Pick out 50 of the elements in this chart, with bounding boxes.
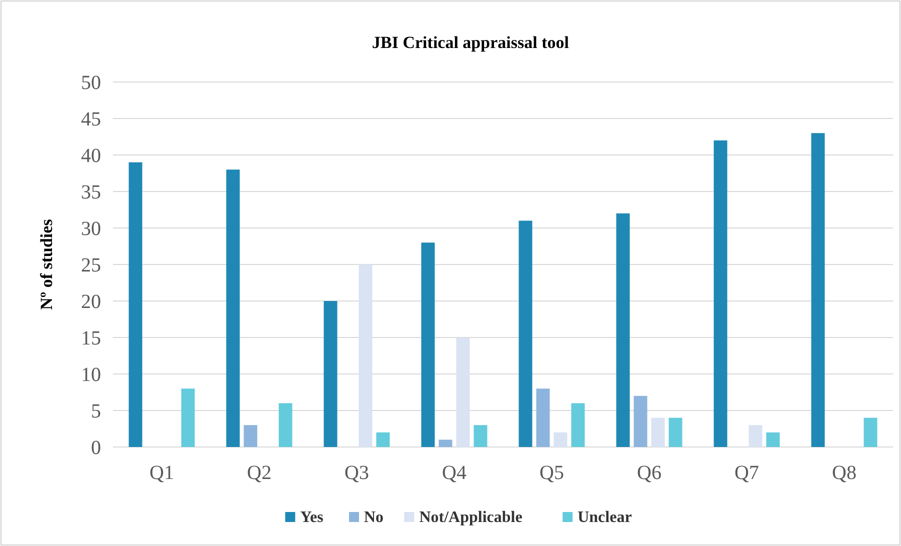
bar xyxy=(554,432,568,447)
bar xyxy=(668,418,682,447)
bar xyxy=(421,242,435,447)
legend-label: No xyxy=(364,509,384,526)
bar xyxy=(376,432,390,447)
bar xyxy=(616,213,630,447)
bar xyxy=(358,264,372,447)
bar xyxy=(766,432,780,447)
bar xyxy=(714,140,728,447)
bar xyxy=(811,133,825,447)
legend-label: Yes xyxy=(300,509,324,526)
bar xyxy=(474,425,488,447)
y-axis-title: Nº of studies xyxy=(37,218,56,310)
chart-title: JBI Critical appraissal tool xyxy=(372,33,570,52)
bar xyxy=(634,396,648,447)
y-tick-label: 5 xyxy=(91,400,101,422)
y-tick-label: 10 xyxy=(81,364,101,386)
y-tick-label: 0 xyxy=(91,437,101,459)
bar xyxy=(128,162,142,447)
y-tick-label: 20 xyxy=(81,291,101,313)
y-tick-label: 50 xyxy=(81,72,101,94)
bar xyxy=(244,425,258,447)
bar xyxy=(651,418,665,447)
y-tick-label: 30 xyxy=(81,218,101,240)
x-tick-label: Q7 xyxy=(734,462,759,484)
y-tick-label: 40 xyxy=(81,145,101,167)
y-tick-label: 45 xyxy=(81,108,101,130)
x-tick-label: Q3 xyxy=(344,462,369,484)
x-tick-label: Q4 xyxy=(442,462,466,484)
bar xyxy=(518,220,532,447)
bar xyxy=(181,388,195,447)
legend-label: Not/Applicable xyxy=(419,509,522,526)
bar xyxy=(536,388,550,447)
bar xyxy=(864,418,878,447)
bar xyxy=(456,338,470,447)
bar xyxy=(748,425,762,447)
x-tick-label: Q2 xyxy=(247,462,272,484)
x-tick-label: Q1 xyxy=(150,462,174,484)
bar xyxy=(324,301,338,447)
y-tick-label: 25 xyxy=(81,254,101,276)
y-tick-label: 35 xyxy=(81,182,101,204)
bar xyxy=(226,170,240,447)
bar xyxy=(571,403,585,447)
bar xyxy=(438,440,452,447)
x-tick-label: Q6 xyxy=(637,462,662,484)
x-tick-label: Q8 xyxy=(832,462,856,484)
legend-label: Unclear xyxy=(578,509,632,526)
bar xyxy=(278,403,292,447)
x-tick-label: Q5 xyxy=(540,462,564,484)
y-tick-label: 15 xyxy=(81,328,101,350)
